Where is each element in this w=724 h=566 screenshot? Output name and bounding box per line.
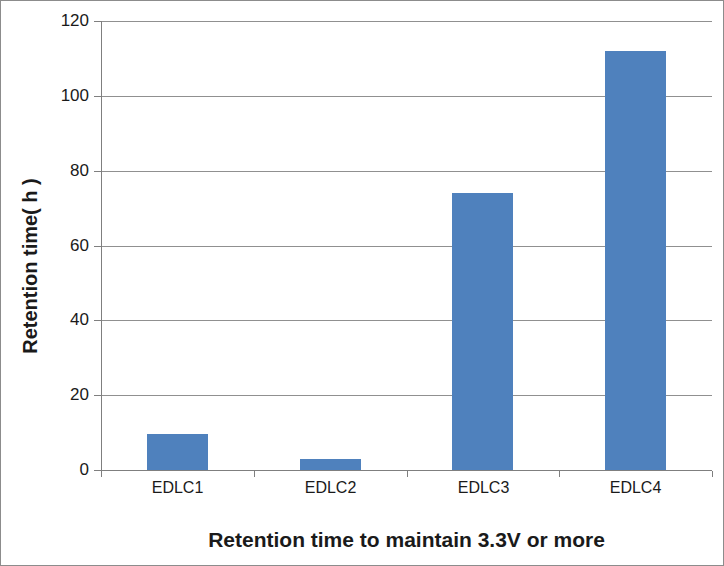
x-axis-tick	[101, 471, 102, 477]
x-axis-tick	[407, 471, 408, 477]
y-axis-tick	[94, 171, 101, 172]
y-axis-tick	[94, 320, 101, 321]
y-axis-tick	[94, 96, 101, 97]
bar	[300, 459, 361, 470]
y-tick-label: 120	[27, 11, 89, 31]
gridline	[101, 21, 712, 22]
plot-area: 0 20 40 60 80 100 120 EDLC1EDLC2EDLC3EDLC4	[1, 1, 723, 565]
y-axis-tick	[94, 21, 101, 22]
x-axis-tick	[559, 471, 560, 477]
x-category-label: EDLC4	[559, 478, 712, 498]
x-category-label: EDLC1	[101, 478, 254, 498]
y-tick-label: 40	[27, 310, 89, 330]
x-axis-tick	[254, 471, 255, 477]
bar	[452, 193, 513, 470]
x-category-label: EDLC2	[254, 478, 407, 498]
y-tick-label: 60	[27, 236, 89, 256]
y-tick-label: 100	[27, 86, 89, 106]
chart-title: Retention time to maintain 3.3V or more	[101, 528, 712, 552]
y-tick-label: 80	[27, 161, 89, 181]
x-category-label: EDLC3	[407, 478, 560, 498]
bar	[605, 51, 666, 470]
bar	[147, 434, 208, 470]
y-axis-tick	[94, 246, 101, 247]
y-axis-line	[101, 21, 102, 470]
y-tick-label: 0	[27, 460, 89, 480]
y-tick-label: 20	[27, 385, 89, 405]
x-axis-tick	[712, 471, 713, 477]
bar-chart-canvas: Retention time( h ) 020406080100120EDLC1…	[0, 0, 724, 566]
y-axis-tick	[94, 395, 101, 396]
y-axis-tick	[94, 470, 101, 471]
